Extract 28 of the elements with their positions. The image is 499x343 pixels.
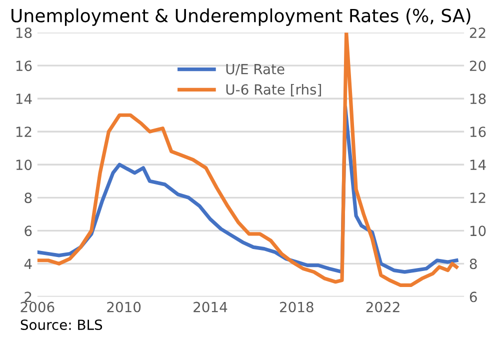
y-tick-label: 18 (16, 28, 32, 38)
y2-tick-label: 10 (470, 226, 486, 236)
legend-label: U-6 Rate [rhs] (226, 84, 321, 96)
chart-title: Unemployment & Underemployment Rates (%, SA) (12, 8, 470, 26)
y-tick-label: 12 (16, 126, 32, 137)
y2-tick-label: 6 (470, 292, 477, 302)
legend-label: U/E Rate (226, 64, 284, 76)
x-tick-label: 2022 (366, 302, 400, 312)
y-tick-label: 2 (24, 292, 32, 302)
y2-tick-label: 14 (470, 160, 486, 170)
y-tick-label: 6 (24, 226, 32, 236)
x-tick-label: 2018 (280, 302, 314, 312)
y-tick-label: 4 (24, 258, 32, 269)
y2-tick-label: 22 (470, 28, 486, 38)
y-tick-label: 8 (24, 192, 32, 204)
source-note: Source: BLS (20, 320, 102, 330)
y2-tick-label: 18 (470, 94, 486, 104)
x-tick-label: 2010 (107, 302, 141, 312)
y-tick-label: 14 (16, 94, 32, 104)
line-series (37, 32, 458, 287)
y2-tick-label: 12 (470, 192, 486, 203)
y2-tick-label: 16 (470, 126, 486, 138)
x-tick-label: 2014 (194, 302, 228, 312)
y-tick-label: 10 (16, 160, 32, 170)
x-tick-label: 2006 (20, 302, 54, 312)
y2-tick-label: 8 (470, 258, 477, 270)
y-tick-label: 16 (16, 60, 32, 72)
y2-tick-label: 20 (470, 60, 486, 72)
